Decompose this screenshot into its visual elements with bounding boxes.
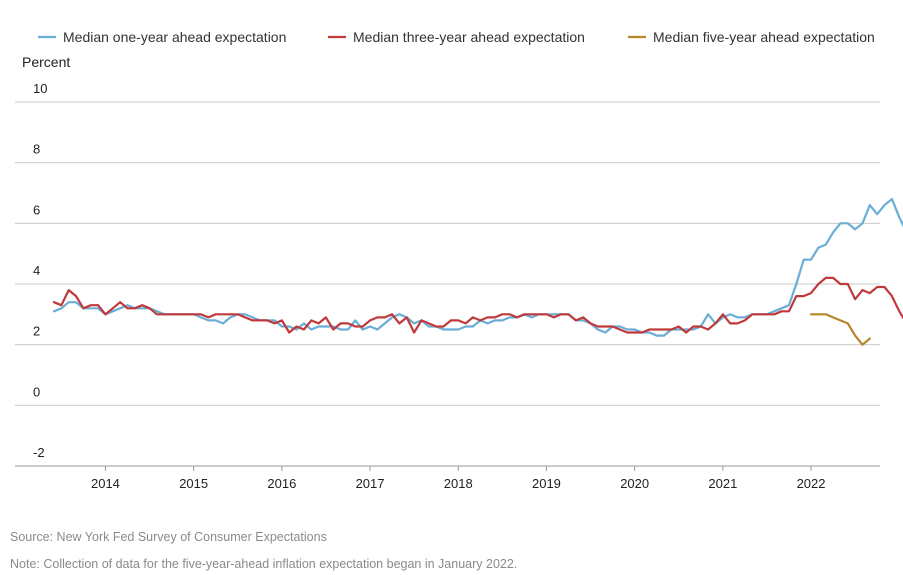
legend-label: Median one-year ahead expectation (63, 29, 286, 45)
inflation-expectations-chart: Median one-year ahead expectation Median … (15, 29, 903, 491)
x-tick-label: 2018 (444, 476, 473, 491)
x-tick-label: 2014 (91, 476, 120, 491)
x-tick-label: 2022 (797, 476, 826, 491)
x-tick-label: 2019 (532, 476, 561, 491)
x-tick-label: 2020 (620, 476, 649, 491)
source-note: Source: New York Fed Survey of Consumer … (10, 530, 327, 544)
x-tick-label: 2017 (356, 476, 385, 491)
series-line-3 (809, 313, 871, 346)
y-tick-label: 2 (33, 324, 40, 339)
chart-legend: Median one-year ahead expectation Median … (38, 29, 875, 45)
y-axis-unit-label: Percent (22, 54, 70, 70)
y-tick-label: 4 (33, 263, 40, 278)
x-tick-label: 2016 (267, 476, 296, 491)
series-lines (52, 198, 903, 346)
y-tick-label: 0 (33, 384, 40, 399)
x-axis-ticks: 2014 2015 2016 2017 2018 2019 2020 2021 2022 (91, 466, 826, 491)
y-axis-ticks: 10 8 6 4 2 0 -2 (33, 81, 47, 460)
series-line-2 (52, 276, 903, 334)
x-tick-label: 2021 (708, 476, 737, 491)
legend-label: Median three-year ahead expectation (353, 29, 585, 45)
y-tick-label: 8 (33, 142, 40, 157)
legend-label: Median five-year ahead expectation (653, 29, 875, 45)
grid-lines (15, 101, 880, 467)
x-tick-label: 2015 (179, 476, 208, 491)
series-line-1 (52, 198, 903, 337)
y-tick-label: -2 (33, 445, 45, 460)
y-tick-label: 10 (33, 81, 47, 96)
y-tick-label: 6 (33, 202, 40, 217)
footnote: Note: Collection of data for the five-ye… (10, 557, 518, 571)
